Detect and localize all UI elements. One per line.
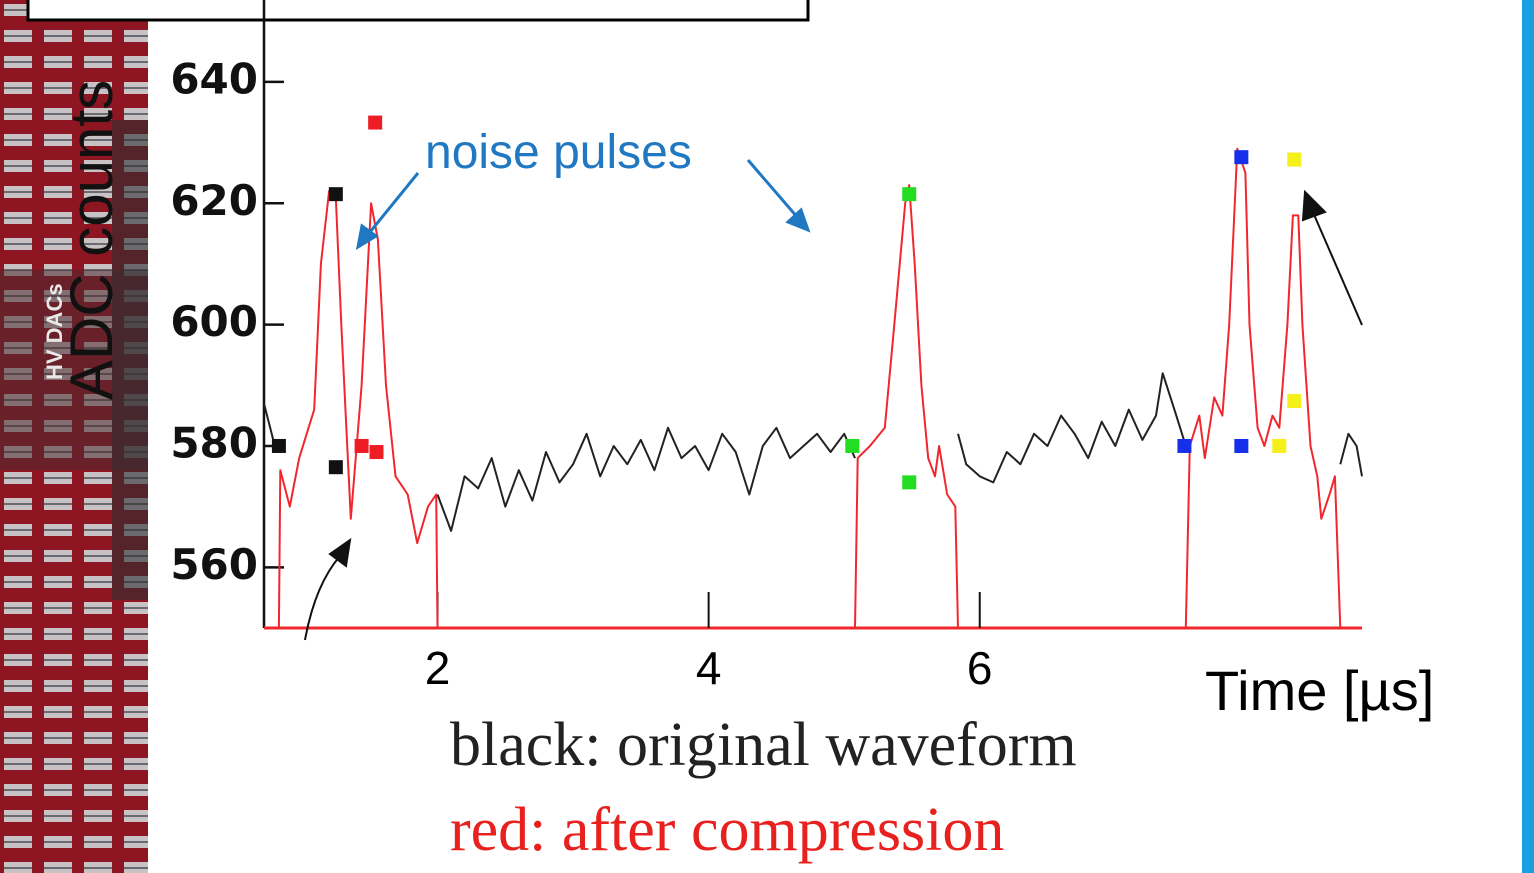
marker-arrows: [304, 189, 1363, 641]
y-tick-label: 600: [170, 297, 258, 346]
top-box: [26, 0, 810, 22]
sample-marker: [845, 438, 860, 453]
y-tick-label: 560: [170, 540, 258, 589]
sample-marker: [271, 438, 286, 453]
sample-marker: [902, 187, 917, 202]
y-tick-label: 620: [170, 176, 258, 225]
board-connector: [112, 120, 148, 600]
sample-marker: [1272, 438, 1287, 453]
legend-line: red: after compression: [450, 796, 1004, 864]
slide-edge-bar: [1522, 0, 1534, 873]
y-tick-label: 640: [170, 54, 258, 103]
board-label: HV DACs: [42, 283, 67, 380]
sample-marker: [369, 445, 384, 460]
sample-marker: [328, 187, 343, 202]
sample-marker: [354, 438, 369, 453]
annotation-arrows: [355, 159, 811, 251]
x-tick-label: 4: [696, 642, 722, 694]
sample-marker: [328, 460, 343, 475]
x-tick-label: 2: [425, 642, 451, 694]
x-tick-label: 6: [967, 642, 993, 694]
y-tick-label: 580: [170, 418, 258, 467]
waveform-line: [263, 372, 1363, 532]
sample-marker: [1177, 438, 1192, 453]
sample-marker: [1287, 152, 1302, 167]
sample-marker: [1287, 394, 1302, 409]
waveform-line: [277, 147, 1342, 629]
x-axis-label: Time [µs]: [1205, 659, 1434, 722]
sample-marker: [1234, 438, 1249, 453]
sample-marker: [902, 475, 917, 490]
sample-marker: [1234, 150, 1249, 165]
annotation: noise pulses: [425, 126, 692, 179]
legend-line: black: original waveform: [450, 711, 1077, 779]
sample-marker: [368, 115, 383, 130]
plot: 560 580 600 620 640 2 4 6: [170, 0, 1363, 694]
y-axis-label: ADC counts: [58, 80, 125, 400]
